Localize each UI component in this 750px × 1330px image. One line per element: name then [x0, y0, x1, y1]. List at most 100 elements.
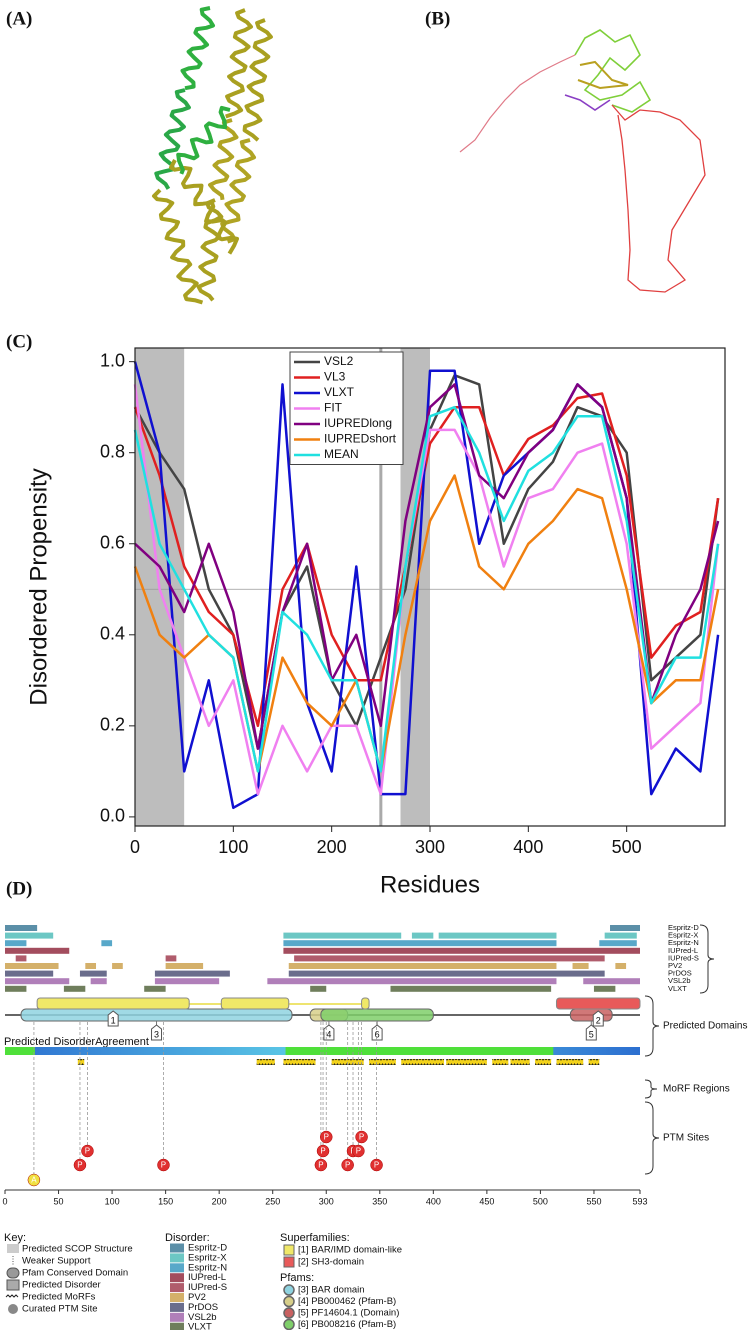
track-label: IUPred-L	[668, 946, 698, 955]
morf-region	[446, 1059, 487, 1065]
morf-region	[556, 1059, 584, 1065]
x-tick-label: 350	[372, 1196, 387, 1206]
pfam-domain	[569, 1008, 613, 1022]
track-label: Espritz-D	[668, 923, 699, 932]
disorder-bar	[283, 940, 557, 947]
ptm-site-label: P	[320, 1147, 325, 1156]
track-label: Espritz-X	[668, 931, 698, 940]
key-label: Weaker Support	[22, 1256, 91, 1267]
disorder-bar	[5, 970, 54, 977]
helix	[176, 105, 231, 175]
helix	[208, 118, 239, 201]
y-tick-label: 0.0	[100, 806, 125, 826]
key-title: Key:	[4, 1232, 26, 1244]
callout-label: 5	[589, 1029, 594, 1039]
y-tick-label: 0.2	[100, 715, 125, 735]
x-axis-title: Residues	[380, 871, 480, 898]
bracket	[644, 1101, 660, 1175]
callout-box	[592, 1010, 604, 1027]
legend-label: FIT	[324, 401, 343, 415]
series-line	[133, 384, 720, 796]
ptm-site	[355, 1130, 368, 1144]
panel-label: (D)	[6, 878, 32, 899]
track-label: PrDOS	[668, 969, 692, 978]
disorder-bar	[583, 978, 640, 985]
key-label: [4] PB000462 (Pfam-B)	[298, 1296, 396, 1307]
helix	[225, 8, 253, 119]
ptm-site	[157, 1158, 170, 1172]
legend-label: IUPREDshort	[324, 432, 397, 446]
key-title: Superfamilies:	[280, 1232, 350, 1244]
morf-label: MoRF Regions	[663, 1084, 730, 1095]
key-swatch	[170, 1293, 184, 1302]
disorder-bar	[283, 947, 640, 954]
y-tick-label: 0.6	[100, 533, 125, 553]
x-tick-label: 200	[212, 1196, 227, 1206]
morf-region	[588, 1059, 600, 1065]
disorder-bar	[267, 978, 557, 985]
pfam-domain	[20, 1008, 293, 1022]
bracket	[644, 1079, 658, 1099]
helix	[169, 159, 239, 255]
morf-region	[535, 1059, 552, 1065]
key-swatch	[170, 1273, 184, 1283]
track-label: VSL2b	[668, 976, 691, 985]
callout-label: 3	[154, 1029, 159, 1039]
key-label: [5] PF14604.1 (Domain)	[298, 1308, 399, 1319]
key-icon	[8, 1304, 18, 1314]
key-swatch	[170, 1283, 184, 1293]
disorder-bar	[615, 963, 627, 969]
superfamily-domain	[361, 997, 370, 1010]
helix	[152, 188, 204, 305]
ptm-label: PTM Sites	[663, 1133, 709, 1144]
x-tick-label: 400	[426, 1196, 441, 1206]
disorder-bar	[5, 947, 70, 954]
key-swatch	[170, 1302, 184, 1312]
key-swatch	[283, 1256, 295, 1268]
panel-label: (C)	[6, 331, 32, 352]
ptm-site	[341, 1158, 354, 1172]
x-tick-label: 0	[2, 1196, 7, 1206]
morf-region	[256, 1059, 275, 1065]
key-icon	[6, 1267, 20, 1279]
disorder-bar	[438, 932, 557, 939]
series-line	[133, 392, 720, 728]
coil	[574, 29, 652, 113]
domains-label: Predicted Domains	[663, 1021, 747, 1032]
coil	[577, 60, 629, 90]
disorder-bar	[572, 963, 589, 969]
superfamily-domain	[220, 997, 290, 1010]
key-swatch	[170, 1253, 184, 1263]
helix	[242, 18, 273, 142]
helix	[154, 88, 191, 190]
disorder-bar	[5, 978, 70, 985]
callout-label: 2	[596, 1015, 601, 1025]
key-label: PV2	[188, 1292, 206, 1303]
key-label: VSL2b	[188, 1312, 217, 1323]
disorder-bar	[288, 970, 605, 977]
x-tick-label: 550	[586, 1196, 601, 1206]
disorder-bar	[112, 963, 123, 969]
ptm-site	[27, 1173, 41, 1187]
x-tick-label: 400	[513, 837, 543, 857]
ptm-site-label: P	[356, 1147, 361, 1156]
track-label: Espritz-N	[668, 938, 699, 947]
ptm-site	[73, 1158, 87, 1172]
callout-label: 6	[375, 1029, 380, 1039]
key-swatch	[170, 1243, 184, 1253]
coil	[564, 94, 611, 111]
x-tick-label: 250	[265, 1196, 280, 1206]
superfamily-domain	[555, 997, 641, 1010]
series-line	[134, 383, 720, 750]
x-tick-label: 100	[105, 1196, 120, 1206]
y-tick-label: 0.4	[100, 624, 125, 644]
helix	[220, 138, 256, 244]
disorder-bar	[390, 985, 552, 992]
ptm-site-label: P	[359, 1133, 364, 1142]
legend-label: IUPREDlong	[324, 416, 392, 430]
disorder-bar	[604, 932, 637, 939]
x-tick-label: 500	[533, 1196, 548, 1206]
ptm-site-label: P	[77, 1161, 82, 1170]
key-title: Pfams:	[280, 1272, 314, 1284]
